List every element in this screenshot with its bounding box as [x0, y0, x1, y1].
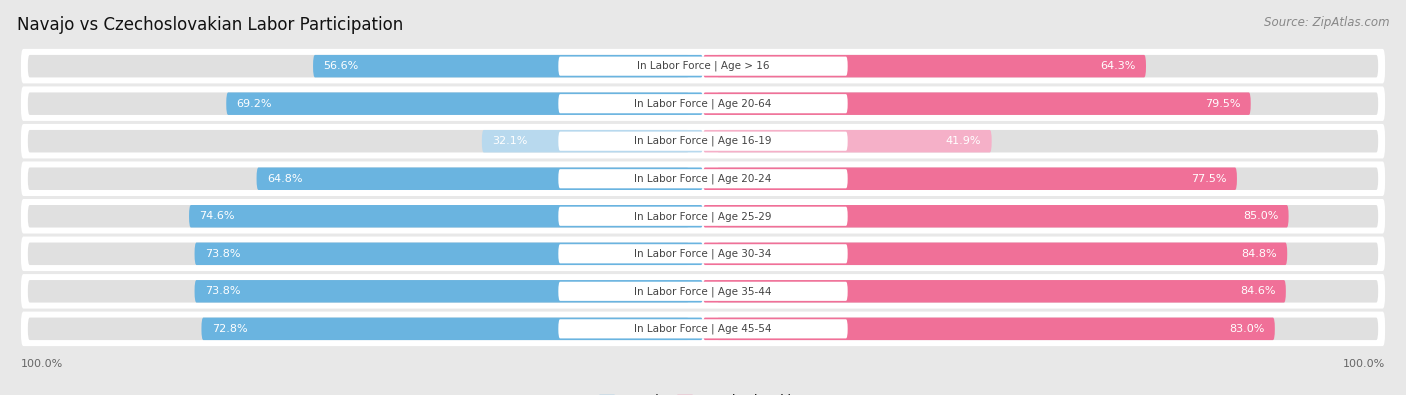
FancyBboxPatch shape — [703, 205, 1289, 228]
FancyBboxPatch shape — [21, 162, 1385, 196]
FancyBboxPatch shape — [703, 167, 1237, 190]
Text: In Labor Force | Age 45-54: In Labor Force | Age 45-54 — [634, 324, 772, 334]
FancyBboxPatch shape — [717, 167, 1378, 190]
Text: 83.0%: 83.0% — [1229, 324, 1264, 334]
Text: 100.0%: 100.0% — [1343, 359, 1385, 369]
FancyBboxPatch shape — [703, 130, 991, 152]
FancyBboxPatch shape — [188, 205, 703, 228]
Text: 79.5%: 79.5% — [1205, 99, 1240, 109]
FancyBboxPatch shape — [558, 132, 848, 151]
Text: 85.0%: 85.0% — [1243, 211, 1278, 221]
FancyBboxPatch shape — [703, 55, 1146, 77]
Text: 56.6%: 56.6% — [323, 61, 359, 71]
Text: In Labor Force | Age 16-19: In Labor Force | Age 16-19 — [634, 136, 772, 147]
Text: In Labor Force | Age 20-64: In Labor Force | Age 20-64 — [634, 98, 772, 109]
Text: 100.0%: 100.0% — [21, 359, 63, 369]
FancyBboxPatch shape — [717, 55, 1378, 77]
Text: In Labor Force | Age 30-34: In Labor Force | Age 30-34 — [634, 248, 772, 259]
Text: Navajo vs Czechoslovakian Labor Participation: Navajo vs Czechoslovakian Labor Particip… — [17, 16, 404, 34]
FancyBboxPatch shape — [558, 169, 848, 188]
Text: 84.6%: 84.6% — [1240, 286, 1275, 296]
FancyBboxPatch shape — [21, 199, 1385, 233]
FancyBboxPatch shape — [28, 318, 689, 340]
FancyBboxPatch shape — [558, 94, 848, 113]
Text: In Labor Force | Age 35-44: In Labor Force | Age 35-44 — [634, 286, 772, 297]
Text: 32.1%: 32.1% — [492, 136, 527, 146]
Text: In Labor Force | Age 20-24: In Labor Force | Age 20-24 — [634, 173, 772, 184]
FancyBboxPatch shape — [28, 243, 689, 265]
FancyBboxPatch shape — [717, 205, 1378, 228]
FancyBboxPatch shape — [558, 319, 848, 339]
Text: 77.5%: 77.5% — [1191, 174, 1226, 184]
FancyBboxPatch shape — [717, 92, 1378, 115]
FancyBboxPatch shape — [703, 318, 1275, 340]
FancyBboxPatch shape — [703, 92, 1251, 115]
FancyBboxPatch shape — [21, 274, 1385, 308]
FancyBboxPatch shape — [558, 282, 848, 301]
FancyBboxPatch shape — [21, 237, 1385, 271]
FancyBboxPatch shape — [28, 205, 689, 228]
Text: 64.8%: 64.8% — [267, 174, 302, 184]
FancyBboxPatch shape — [28, 55, 689, 77]
Text: 73.8%: 73.8% — [205, 249, 240, 259]
FancyBboxPatch shape — [28, 167, 689, 190]
FancyBboxPatch shape — [21, 49, 1385, 83]
Text: 64.3%: 64.3% — [1101, 61, 1136, 71]
FancyBboxPatch shape — [21, 124, 1385, 158]
Text: In Labor Force | Age 25-29: In Labor Force | Age 25-29 — [634, 211, 772, 222]
Text: 41.9%: 41.9% — [946, 136, 981, 146]
Text: 73.8%: 73.8% — [205, 286, 240, 296]
FancyBboxPatch shape — [703, 243, 1288, 265]
FancyBboxPatch shape — [256, 167, 703, 190]
FancyBboxPatch shape — [717, 280, 1378, 303]
FancyBboxPatch shape — [28, 92, 689, 115]
FancyBboxPatch shape — [194, 280, 703, 303]
FancyBboxPatch shape — [21, 87, 1385, 121]
FancyBboxPatch shape — [21, 312, 1385, 346]
Text: Source: ZipAtlas.com: Source: ZipAtlas.com — [1264, 16, 1389, 29]
FancyBboxPatch shape — [28, 280, 689, 303]
Text: 69.2%: 69.2% — [236, 99, 273, 109]
FancyBboxPatch shape — [558, 244, 848, 263]
FancyBboxPatch shape — [201, 318, 703, 340]
FancyBboxPatch shape — [717, 243, 1378, 265]
Text: 84.8%: 84.8% — [1241, 249, 1277, 259]
FancyBboxPatch shape — [482, 130, 703, 152]
FancyBboxPatch shape — [314, 55, 703, 77]
FancyBboxPatch shape — [28, 130, 689, 152]
Text: 74.6%: 74.6% — [200, 211, 235, 221]
FancyBboxPatch shape — [558, 207, 848, 226]
Text: 72.8%: 72.8% — [212, 324, 247, 334]
FancyBboxPatch shape — [558, 56, 848, 76]
FancyBboxPatch shape — [194, 243, 703, 265]
FancyBboxPatch shape — [703, 280, 1286, 303]
FancyBboxPatch shape — [717, 318, 1378, 340]
Legend: Navajo, Czechoslovakian: Navajo, Czechoslovakian — [599, 394, 807, 395]
Text: In Labor Force | Age > 16: In Labor Force | Age > 16 — [637, 61, 769, 71]
FancyBboxPatch shape — [226, 92, 703, 115]
FancyBboxPatch shape — [717, 130, 1378, 152]
